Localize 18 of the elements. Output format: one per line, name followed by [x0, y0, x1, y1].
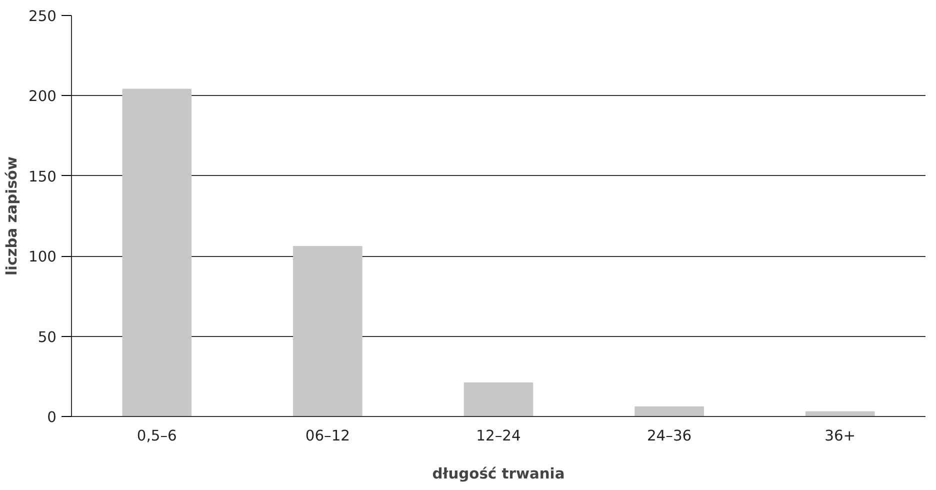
x-tick-label: 12–24 [476, 428, 521, 444]
y-tick-label: 200 [28, 88, 57, 106]
x-tick-label: 24–36 [646, 428, 692, 444]
y-tick-label: 0 [47, 409, 57, 426]
y-tick-label: 100 [28, 248, 57, 266]
bar [805, 411, 875, 416]
x-tick-label: 06–12 [305, 428, 350, 444]
x-axis-title: długość trwania [432, 466, 565, 482]
bar [293, 246, 362, 416]
bar [634, 406, 704, 416]
y-tick-label: 250 [28, 8, 57, 25]
bar [464, 382, 534, 416]
x-tick-label: 0,5–6 [136, 428, 177, 444]
y-tick-label: 50 [38, 328, 57, 346]
y-axis-title: liczba zapisów [4, 156, 21, 276]
bar [122, 88, 192, 416]
y-tick-label: 150 [28, 168, 57, 186]
x-tick-label: 36+ [824, 428, 856, 444]
